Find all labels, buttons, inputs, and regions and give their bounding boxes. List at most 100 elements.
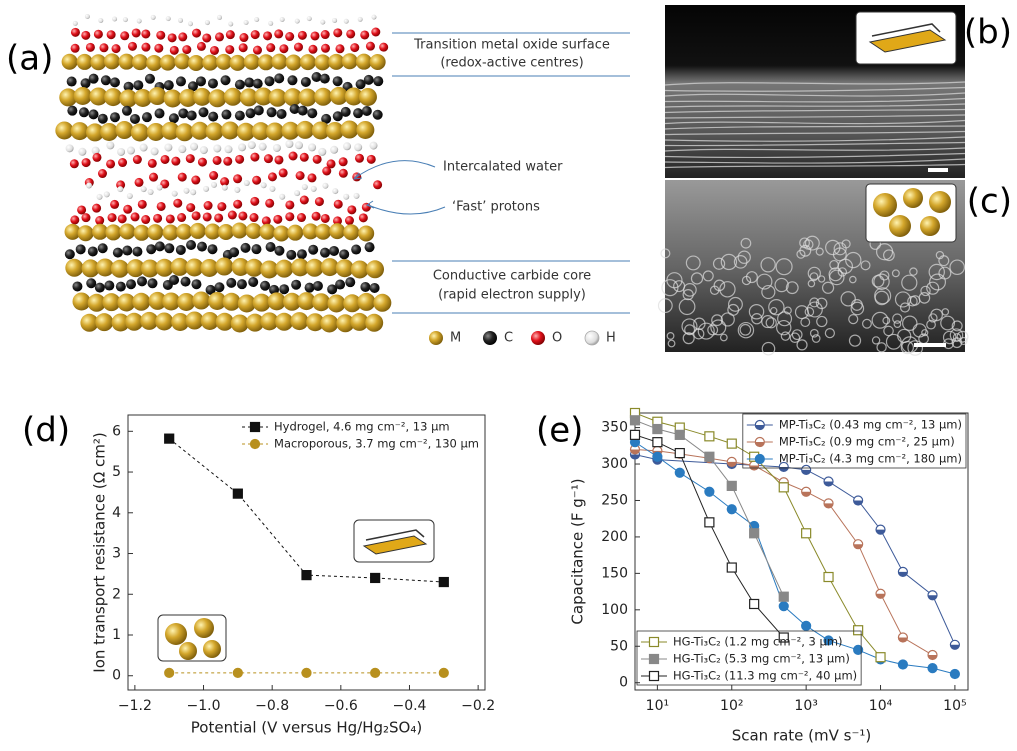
atom (297, 105, 308, 116)
atom (183, 187, 190, 194)
atom (75, 244, 86, 255)
atom (254, 17, 260, 23)
sem-stripe (664, 158, 966, 164)
marker (629, 444, 641, 455)
atom (104, 280, 115, 291)
marker (778, 482, 789, 493)
legend-text: C (504, 331, 513, 346)
sem-pore (690, 272, 704, 285)
atom (269, 284, 280, 295)
atom (373, 180, 383, 190)
marker-shape (648, 670, 660, 682)
legend: Hydrogel, 4.6 mg cm⁻², 13 µm Macroporous,… (242, 420, 479, 451)
atom (164, 243, 175, 254)
atom (344, 216, 354, 226)
atom (274, 245, 285, 256)
y-tick-label: 5 (112, 464, 121, 480)
marker-half (801, 469, 811, 475)
atom (358, 87, 377, 106)
marker (704, 451, 715, 462)
sem-pore (745, 271, 758, 284)
atom (100, 122, 119, 141)
sem-pore (761, 315, 775, 329)
atom (186, 240, 197, 251)
sem-pore (711, 314, 724, 327)
atom (268, 20, 274, 26)
atom (320, 314, 339, 333)
legend-text: M (450, 331, 461, 346)
atom (65, 258, 84, 277)
sem-pore (710, 319, 727, 336)
atom (213, 144, 222, 153)
atom (274, 155, 284, 165)
sem-stripe (664, 86, 966, 92)
marker-half (898, 571, 908, 577)
atom (164, 143, 173, 152)
atom (137, 276, 148, 287)
marker (778, 632, 789, 643)
sem-pore (720, 312, 735, 327)
atom (131, 54, 148, 71)
atom (360, 30, 370, 40)
atom (132, 292, 151, 311)
atom (293, 42, 303, 52)
atom (314, 197, 324, 207)
sem-pore (739, 323, 752, 336)
sem-pore (737, 321, 755, 339)
atom (148, 291, 167, 310)
atom (111, 313, 130, 332)
marker (853, 495, 864, 506)
atom (333, 199, 343, 209)
atom (144, 73, 155, 84)
atom (177, 292, 196, 311)
atom (332, 188, 339, 195)
sem-pore (951, 320, 963, 332)
atom (140, 259, 159, 278)
atom (109, 112, 120, 123)
atom (107, 213, 117, 223)
atom (204, 223, 221, 240)
sem-pore (693, 317, 706, 331)
atom (147, 278, 158, 289)
atom (327, 284, 338, 295)
annotation: Conductive carbide core (433, 269, 591, 284)
atom (109, 77, 120, 88)
atom (364, 242, 375, 253)
marker-shape (778, 632, 789, 643)
atom (92, 152, 102, 162)
atom (350, 43, 360, 53)
atom (212, 155, 222, 165)
sem-pore (733, 254, 748, 269)
legend-text: H (606, 331, 616, 346)
atom (86, 182, 93, 189)
atom (169, 45, 179, 55)
atom (155, 258, 174, 277)
atom (295, 171, 305, 181)
sem-stripe (664, 130, 966, 136)
sem-pore (871, 311, 889, 329)
legend-text: Macroporous, 3.7 mg cm⁻², 130 µm (274, 437, 479, 451)
marker (875, 524, 886, 535)
marker-shape (726, 562, 737, 573)
atom (233, 199, 243, 209)
sem-pore (712, 257, 726, 270)
atom (373, 293, 392, 312)
marker-shape (232, 488, 243, 499)
sem-stripe (664, 141, 966, 147)
atom (274, 29, 284, 39)
atom (296, 249, 307, 260)
atom (95, 216, 105, 226)
sem-pore (848, 334, 862, 347)
atom (222, 292, 241, 311)
atom (230, 314, 249, 333)
atom (141, 42, 151, 52)
sem-stripe (664, 147, 966, 152)
sem-image (664, 5, 966, 178)
x-tick-label: 10⁵ (943, 698, 966, 714)
atom (302, 223, 319, 240)
atom (283, 88, 302, 107)
y-tick-label: 100 (601, 602, 628, 618)
sem-pore (861, 318, 872, 329)
atom (110, 199, 120, 209)
sem-pore (684, 324, 696, 336)
